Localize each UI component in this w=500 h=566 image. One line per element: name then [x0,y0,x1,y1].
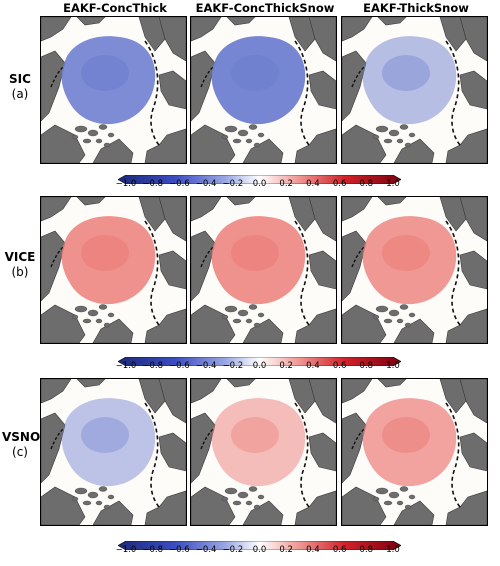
colorbar-tick-label: 0.8 [359,179,374,189]
colorbar-tick-label: 0.0 [252,545,267,555]
colorbar-tick-label: −1.0 [115,361,137,371]
row-label-vsno: VSNO (c) [2,430,41,460]
map-panel-sic-2 [190,16,337,164]
row-variable: VICE [4,250,36,264]
row-panel-letter: (b) [11,265,29,279]
row-panel-letter: (c) [12,445,28,459]
map-panel-sic-1 [40,16,187,164]
colorbar-tick-label: −0.2 [222,361,244,371]
colorbar-tick-label: −0.4 [195,179,217,189]
colorbar-tick-label: 0.0 [252,361,267,371]
colorbar-tick-label: 0.6 [332,179,347,189]
colorbar-tick-label: 0.6 [332,545,347,555]
colorbar-tick-label: −0.6 [169,361,190,371]
colorbar-tick-label: 0.0 [252,179,267,189]
colorbar [117,535,402,551]
map-panel-vice-3 [341,196,488,344]
colorbar-tick-label: 1.0 [386,361,400,371]
row-variable: SIC [9,72,31,86]
map-panel-vsno-3 [341,378,488,526]
map-panel-vice-1 [40,196,187,344]
colorbar-tick-label: −0.2 [222,179,244,189]
colorbar-tick-label: −0.6 [169,179,190,189]
colorbar-tick-label: 0.8 [359,361,374,371]
colorbar-tick-label: −0.4 [195,545,217,555]
colorbar [117,351,402,367]
colorbar-tick-label: 1.0 [386,179,400,189]
colorbar-tick-label: 0.2 [279,361,293,371]
colorbar-tick-label: 0.8 [359,545,374,555]
colorbar-tick-label: 1.0 [386,545,400,555]
column-title-3: EAKF-ThickSnow [363,1,469,15]
map-panel-sic-3 [341,16,488,164]
colorbar-tick-label: −0.2 [222,545,244,555]
colorbar-tick-label: 0.6 [332,361,347,371]
colorbar-tick-label: −0.8 [142,179,163,189]
row-variable: VSNO [2,430,41,444]
colorbar-tick-label: −1.0 [115,179,137,189]
colorbar-tick-label: 0.2 [279,545,293,555]
colorbar [117,169,402,185]
row-label-vice: VICE (b) [2,250,38,280]
row-label-sic: SIC (a) [2,72,38,102]
colorbar-tick-label: −0.8 [142,361,163,371]
column-title-1: EAKF-ConcThick [63,1,167,15]
column-title-2: EAKF-ConcThickSnow [195,1,335,15]
colorbar-tick-label: 0.4 [306,545,320,555]
colorbar-tick-label: −1.0 [115,545,137,555]
colorbar-tick-label: 0.2 [279,179,293,189]
colorbar-tick-label: 0.4 [306,361,320,371]
map-panel-vsno-2 [190,378,337,526]
row-panel-letter: (a) [11,87,29,101]
map-panel-vice-2 [190,196,337,344]
map-panel-vsno-1 [40,378,187,526]
colorbar-tick-label: −0.4 [195,361,217,371]
colorbar-tick-label: −0.6 [169,545,190,555]
colorbar-tick-label: 0.4 [306,179,320,189]
colorbar-tick-label: −0.8 [142,545,163,555]
